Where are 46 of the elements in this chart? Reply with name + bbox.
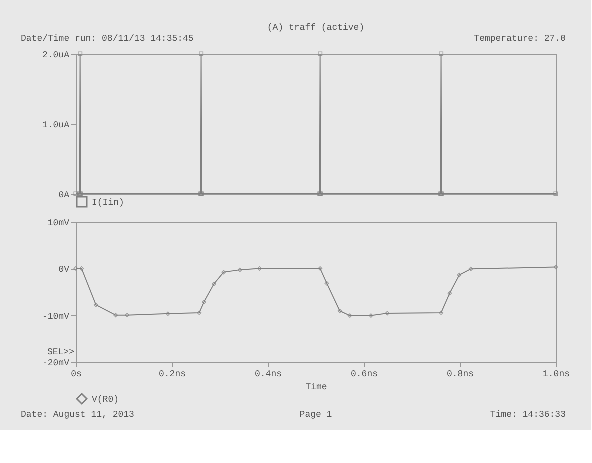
point (258, 266, 262, 271)
point (238, 268, 242, 272)
text: Page 1 (300, 410, 332, 420)
text: Date: August 11, 2013 (21, 410, 134, 420)
x-tick-label: 0.2ns (158, 370, 186, 380)
y-tick-label: 1.0uA (42, 120, 70, 130)
y-axis-title: SEL>> (47, 348, 74, 358)
y-tick-label: -20mV (42, 358, 70, 368)
x-tick-label: 0s (71, 370, 82, 380)
y-tick-label: 0V (58, 265, 70, 276)
legend-label: V(R0) (92, 395, 120, 405)
point (166, 312, 170, 316)
point (468, 266, 474, 272)
y-tick-label: 10mV (48, 218, 70, 228)
y-tick-label: 0A (58, 190, 70, 200)
text: Time: 14:36:33 (490, 410, 566, 420)
x-tick-label: 1.0ns (542, 370, 570, 380)
point (348, 314, 352, 318)
point (385, 311, 390, 316)
point (318, 266, 323, 271)
point (212, 282, 217, 286)
y-tick-label: -10mV (42, 312, 70, 322)
x-tick-label: 0.4ns (254, 370, 282, 380)
text: Date/Time run: 08/11/13 14:35:45 (21, 34, 194, 44)
point (197, 310, 202, 316)
point (202, 300, 206, 305)
text: Temperature: 27.0 (474, 34, 566, 44)
x-axis-title: Time (306, 382, 328, 392)
point (79, 266, 84, 271)
point (74, 266, 78, 271)
x-tick-label: 0.6ns (350, 370, 378, 380)
point (125, 313, 130, 318)
legend-label: I(Iin) (92, 198, 124, 208)
point (448, 291, 452, 296)
point (222, 270, 226, 275)
point (114, 313, 118, 318)
x-tick-label: 0.8ns (446, 370, 474, 380)
point (94, 302, 98, 308)
point (439, 310, 444, 316)
point (324, 281, 330, 286)
point (457, 272, 462, 278)
y-tick-label: 2.0uA (42, 50, 70, 60)
point (554, 264, 558, 270)
chart-title: (A) traff (active) (267, 23, 365, 33)
point (338, 308, 342, 314)
point (368, 314, 374, 318)
